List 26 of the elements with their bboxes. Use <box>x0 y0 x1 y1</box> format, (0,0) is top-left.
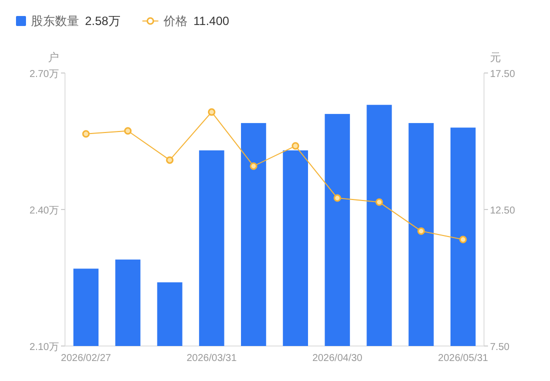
point <box>417 227 425 235</box>
text: 11.400 <box>193 14 230 28</box>
point <box>459 236 467 244</box>
point <box>166 156 174 164</box>
y-axis-title: 户 <box>48 51 59 64</box>
legend-label: 价格 <box>162 14 188 28</box>
point <box>376 198 383 206</box>
y-tick-label: 2.70万 <box>30 69 59 80</box>
y-tick-label: 2.40万 <box>30 206 59 216</box>
x-tick-label: 2026/02/27 <box>60 353 112 364</box>
y2-tick-label: 7.50 <box>490 342 510 353</box>
point <box>124 127 132 135</box>
point <box>334 194 342 202</box>
point <box>292 142 300 150</box>
point <box>250 162 258 170</box>
y-tick-label: 2.10万 <box>30 342 59 353</box>
y2-axis-title: 元 <box>490 52 501 64</box>
y2-tick-label: 17.50 <box>490 69 516 80</box>
text: 2.58万 <box>85 14 120 28</box>
x-tick-label: 2026/04/30 <box>312 353 363 364</box>
legend-label: 股东数量 <box>31 14 79 28</box>
x-tick-label: 2026/05/31 <box>438 353 489 364</box>
y2-tick-label: 12.50 <box>490 206 516 216</box>
x-tick-label: 2026/03/31 <box>186 353 238 364</box>
point <box>208 108 216 116</box>
point <box>82 130 90 138</box>
